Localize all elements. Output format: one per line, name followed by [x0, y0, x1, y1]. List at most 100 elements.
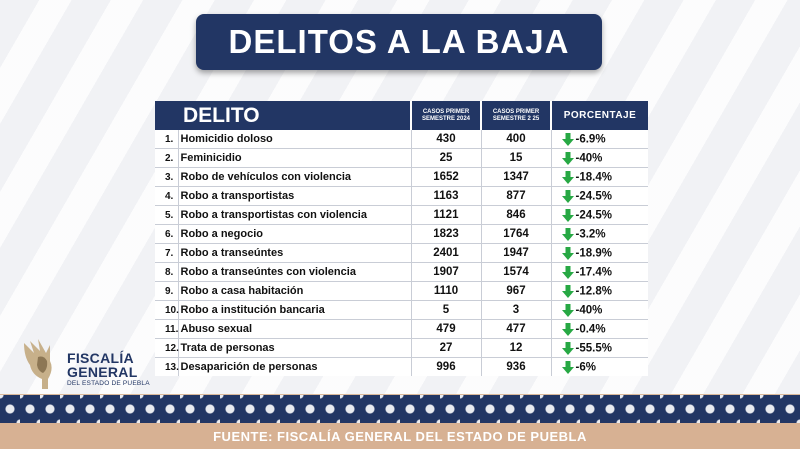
- arrow-down-icon: [561, 208, 574, 222]
- row-cases-2024: 5: [411, 300, 482, 320]
- row-percentage-value: -18.4%: [575, 171, 612, 183]
- row-cases-2025: 1947: [481, 243, 552, 263]
- row-cases-2025: 846: [481, 205, 552, 225]
- row-crime-name: Homicidio doloso: [178, 130, 412, 149]
- header-casos-2024: CASOS PRIMER SEMESTRE 2024: [411, 101, 482, 130]
- table-row: 11. Abuso sexual 479 477 -0.4%: [155, 319, 648, 339]
- row-number: 9.: [155, 281, 179, 301]
- row-percentage: -12.8%: [551, 281, 648, 301]
- row-number: 2.: [155, 148, 179, 168]
- row-cases-2024: 1163: [411, 186, 482, 206]
- crime-table: DELITO CASOS PRIMER SEMESTRE 2024 CASOS …: [155, 101, 648, 376]
- header-casos-2025: CASOS PRIMER SEMESTRE 2 25: [481, 101, 552, 130]
- arrow-down-icon: [561, 284, 574, 298]
- arrow-down-icon: [561, 303, 574, 317]
- arrow-down-icon: [561, 132, 574, 146]
- row-number: 3.: [155, 167, 179, 187]
- row-percentage: -6%: [551, 358, 648, 377]
- table-row: 4. Robo a transportistas 1163 877 -24.5%: [155, 186, 648, 206]
- decorative-pattern: [0, 395, 800, 423]
- eagle-emblem-icon: [24, 339, 52, 389]
- table-row: 1. Homicidio doloso 430 400 -6.9%: [155, 130, 648, 149]
- footer-bar: FUENTE: FISCALÍA GENERAL DEL ESTADO DE P…: [0, 423, 800, 449]
- row-crime-name: Trata de personas: [178, 338, 412, 358]
- row-cases-2024: 1907: [411, 262, 482, 282]
- row-percentage-value: -3.2%: [575, 228, 606, 240]
- arrow-down-icon: [561, 151, 574, 165]
- arrow-down-icon: [561, 265, 574, 279]
- row-cases-2025: 936: [481, 357, 552, 376]
- arrow-down-icon: [561, 246, 574, 260]
- table-row: 3. Robo de vehículos con violencia 1652 134…: [155, 167, 648, 187]
- header-delito: DELITO: [155, 101, 412, 130]
- crime-table-container: DELITO CASOS PRIMER SEMESTRE 2024 CASOS …: [155, 101, 648, 376]
- row-crime-name: Robo a transportistas: [178, 186, 412, 206]
- row-cases-2025: 15: [481, 148, 552, 168]
- row-number: 10.: [155, 300, 179, 320]
- row-cases-2025: 1764: [481, 224, 552, 244]
- row-number: 7.: [155, 243, 179, 263]
- row-percentage: -3.2%: [551, 224, 648, 244]
- row-crime-name: Robo de vehículos con violencia: [178, 167, 412, 187]
- row-crime-name: Robo a transportistas con violencia: [178, 205, 412, 225]
- arrow-down-icon: [561, 189, 574, 203]
- row-percentage-value: -40%: [575, 304, 603, 316]
- row-number: 5.: [155, 205, 179, 225]
- row-crime-name: Robo a transeúntes: [178, 243, 412, 263]
- table-row: 9. Robo a casa habitación 1110 967 -12.8%: [155, 281, 648, 301]
- arrow-down-icon: [561, 341, 574, 355]
- row-crime-name: Abuso sexual: [178, 319, 412, 339]
- row-percentage-value: -12.8%: [575, 285, 612, 297]
- row-percentage: -40%: [551, 148, 648, 168]
- title-banner: DELITOS A LA BAJA: [196, 14, 602, 70]
- table-row: 10. Robo a institución bancaria 5 3 -40%: [155, 300, 648, 320]
- row-crime-name: Robo a institución bancaria: [178, 300, 412, 320]
- row-number: 12.: [155, 338, 179, 358]
- page-title: DELITOS A LA BAJA: [228, 23, 570, 60]
- row-cases-2025: 967: [481, 281, 552, 301]
- row-cases-2025: 3: [481, 300, 552, 320]
- row-cases-2025: 1347: [481, 167, 552, 187]
- logo-line-estado: DEL ESTADO DE PUEBLA: [67, 380, 150, 387]
- row-percentage-value: -17.4%: [575, 266, 612, 278]
- table-body: 1. Homicidio doloso 430 400 -6.9% 2. Feminicid…: [155, 130, 648, 376]
- row-number: 13.: [155, 357, 179, 376]
- footer-source: FUENTE: FISCALÍA GENERAL DEL ESTADO DE P…: [213, 428, 587, 444]
- row-cases-2024: 430: [411, 130, 482, 149]
- row-percentage-value: -0.4%: [575, 323, 606, 335]
- arrow-down-icon: [561, 322, 574, 336]
- row-percentage: -18.4%: [551, 167, 648, 187]
- table-row: 2. Feminicidio 25 15 -40%: [155, 148, 648, 168]
- row-percentage: -6.9%: [551, 130, 648, 149]
- table-row: 13. Desaparición de personas 996 936 -6%: [155, 357, 648, 377]
- row-percentage-value: -6%: [575, 361, 596, 373]
- row-cases-2025: 877: [481, 186, 552, 206]
- arrow-down-icon: [561, 360, 574, 374]
- table-row: 12. Trata de personas 27 12 -55.5%: [155, 338, 648, 358]
- row-crime-name: Feminicidio: [178, 148, 412, 168]
- header-porcentaje: PORCENTAJE: [551, 101, 648, 130]
- table-header-row: DELITO CASOS PRIMER SEMESTRE 2024 CASOS …: [155, 101, 648, 130]
- table-row: 8. Robo a transeúntes con violencia 1907 15…: [155, 262, 648, 282]
- arrow-down-icon: [561, 227, 574, 241]
- row-cases-2024: 2401: [411, 243, 482, 263]
- row-number: 11.: [155, 319, 179, 339]
- row-percentage: -55.5%: [551, 338, 648, 358]
- table-row: 5. Robo a transportistas con violencia 112…: [155, 205, 648, 225]
- row-cases-2024: 996: [411, 357, 482, 376]
- row-cases-2024: 1652: [411, 167, 482, 187]
- row-number: 8.: [155, 262, 179, 282]
- row-percentage-value: -24.5%: [575, 190, 612, 202]
- row-percentage-value: -40%: [575, 152, 603, 164]
- row-number: 6.: [155, 224, 179, 244]
- row-number: 1.: [155, 130, 179, 149]
- row-percentage-value: -18.9%: [575, 247, 612, 259]
- row-cases-2024: 27: [411, 338, 482, 358]
- row-percentage-value: -6.9%: [575, 133, 606, 145]
- row-cases-2025: 477: [481, 319, 552, 339]
- row-cases-2025: 1574: [481, 262, 552, 282]
- logo-line-general: GENERAL: [67, 364, 138, 380]
- row-percentage: -40%: [551, 300, 648, 320]
- logo-text: FISCALÍA GENERAL DEL ESTADO DE PUEBLA: [67, 351, 150, 388]
- row-crime-name: Robo a casa habitación: [178, 281, 412, 301]
